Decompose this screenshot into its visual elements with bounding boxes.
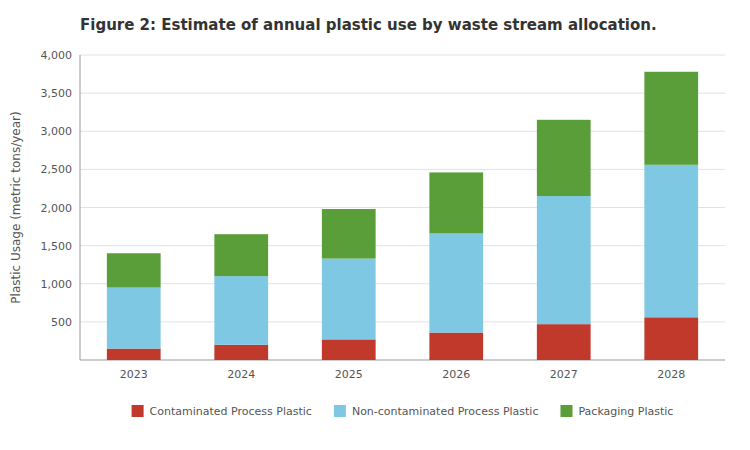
- x-tick-label: 2026: [442, 368, 470, 381]
- y-tick-label: 4,000: [41, 49, 73, 62]
- y-axis-line: [80, 55, 81, 360]
- title: Figure 2: Estimate of annual plastic use…: [80, 16, 657, 34]
- legend-swatch: [560, 405, 572, 417]
- grid-line: [80, 283, 725, 284]
- bars: [107, 72, 698, 360]
- y-tick-label: 1,500: [41, 240, 73, 253]
- bar-segment: [322, 209, 376, 259]
- bar-segment: [429, 233, 483, 332]
- legend-label: Non-contaminated Process Plastic: [352, 405, 539, 418]
- legend-item: Contaminated Process Plastic: [132, 405, 312, 418]
- grid-line: [80, 207, 725, 208]
- grid-line: [80, 169, 725, 170]
- bar-segment: [644, 165, 698, 317]
- y-tick-label: 500: [51, 316, 72, 329]
- x-tick-label: 2023: [120, 368, 148, 381]
- x-tick-label: 2028: [657, 368, 685, 381]
- y-axis-label: Plastic Usage (metric tons/year): [9, 111, 23, 303]
- legend-swatch: [132, 405, 144, 417]
- bar-segment: [107, 253, 161, 287]
- legend-swatch: [334, 405, 346, 417]
- grid-line: [80, 321, 725, 322]
- bar-segment: [322, 339, 376, 360]
- bar-segment: [107, 349, 161, 360]
- bar-segment: [322, 259, 376, 340]
- legend: Contaminated Process Plastic Non-contamin…: [132, 405, 674, 418]
- x-tick-label: 2024: [227, 368, 255, 381]
- bar-segment: [644, 317, 698, 360]
- bar-segment: [537, 324, 591, 360]
- bar-segment: [214, 234, 268, 276]
- grid-line: [80, 93, 725, 94]
- y-tick-label: 2,500: [41, 163, 73, 176]
- bar-segment: [644, 72, 698, 165]
- bar-segment: [429, 333, 483, 360]
- bar-segment: [429, 172, 483, 233]
- bar-segment: [214, 276, 268, 345]
- y-tick-label: 3,000: [41, 125, 73, 138]
- x-tick-label: 2027: [550, 368, 578, 381]
- grid-line: [80, 55, 725, 56]
- bar-segment: [107, 288, 161, 349]
- legend-label: Contaminated Process Plastic: [150, 405, 312, 418]
- bar-segment: [537, 120, 591, 196]
- grid-line: [80, 131, 725, 132]
- legend-item: Packaging Plastic: [560, 405, 673, 418]
- y-grid: [80, 55, 725, 322]
- bar-segment: [214, 345, 268, 360]
- chart: Figure 2: Estimate of annual plastic use…: [0, 0, 750, 450]
- bar-segment: [537, 196, 591, 324]
- legend-label: Packaging Plastic: [578, 405, 673, 418]
- grid-line: [80, 245, 725, 246]
- x-axis-line: [80, 360, 725, 361]
- y-tick-label: 1,000: [41, 278, 73, 291]
- x-tick-label: 2025: [335, 368, 363, 381]
- y-tick-label: 3,500: [41, 87, 73, 100]
- y-tick-label: 2,000: [41, 202, 73, 215]
- legend-item: Non-contaminated Process Plastic: [334, 405, 539, 418]
